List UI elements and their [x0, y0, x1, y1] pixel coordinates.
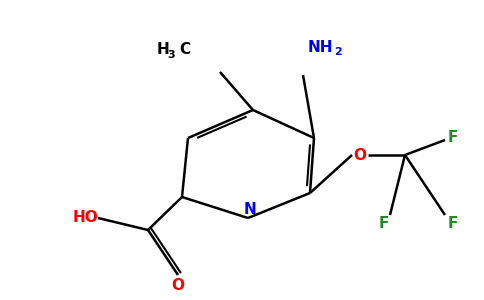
Text: 2: 2: [334, 47, 342, 57]
Text: O: O: [353, 148, 366, 163]
Text: F: F: [379, 215, 389, 230]
Text: NH: NH: [307, 40, 333, 56]
Text: N: N: [243, 202, 257, 217]
Text: O: O: [171, 278, 184, 292]
Text: HO: HO: [73, 209, 99, 224]
Text: 3: 3: [167, 50, 175, 60]
Text: H: H: [157, 43, 169, 58]
Text: F: F: [448, 215, 458, 230]
Text: C: C: [180, 43, 191, 58]
Text: F: F: [448, 130, 458, 146]
